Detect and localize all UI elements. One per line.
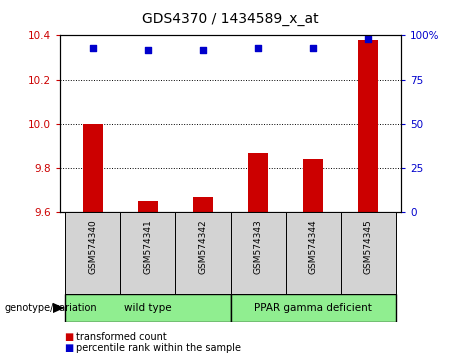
Text: wild type: wild type bbox=[124, 303, 172, 313]
Bar bbox=[65, 212, 120, 294]
Text: ■: ■ bbox=[65, 332, 74, 342]
Bar bbox=[230, 212, 285, 294]
Point bbox=[199, 47, 207, 52]
Bar bbox=[359, 40, 378, 212]
Text: transformed count: transformed count bbox=[76, 332, 167, 342]
Point bbox=[144, 47, 152, 52]
Bar bbox=[120, 212, 176, 294]
Text: GSM574344: GSM574344 bbox=[308, 219, 318, 274]
Bar bbox=[193, 197, 213, 212]
Bar bbox=[176, 212, 230, 294]
Point bbox=[309, 45, 317, 51]
Polygon shape bbox=[53, 303, 65, 313]
Point bbox=[89, 45, 97, 51]
Text: GSM574345: GSM574345 bbox=[364, 219, 372, 274]
Bar bbox=[285, 212, 341, 294]
Point bbox=[254, 45, 262, 51]
Bar bbox=[65, 294, 230, 322]
Bar bbox=[303, 159, 323, 212]
Text: GDS4370 / 1434589_x_at: GDS4370 / 1434589_x_at bbox=[142, 12, 319, 27]
Text: genotype/variation: genotype/variation bbox=[5, 303, 97, 313]
Bar bbox=[341, 212, 396, 294]
Point bbox=[364, 36, 372, 42]
Text: PPAR gamma deficient: PPAR gamma deficient bbox=[254, 303, 372, 313]
Text: GSM574340: GSM574340 bbox=[89, 219, 97, 274]
Bar bbox=[138, 201, 158, 212]
Bar bbox=[230, 294, 396, 322]
Text: percentile rank within the sample: percentile rank within the sample bbox=[76, 343, 241, 353]
Bar bbox=[83, 124, 103, 212]
Text: GSM574343: GSM574343 bbox=[254, 219, 262, 274]
Text: ■: ■ bbox=[65, 343, 74, 353]
Bar bbox=[248, 153, 268, 212]
Text: GSM574342: GSM574342 bbox=[199, 219, 207, 274]
Text: GSM574341: GSM574341 bbox=[143, 219, 153, 274]
